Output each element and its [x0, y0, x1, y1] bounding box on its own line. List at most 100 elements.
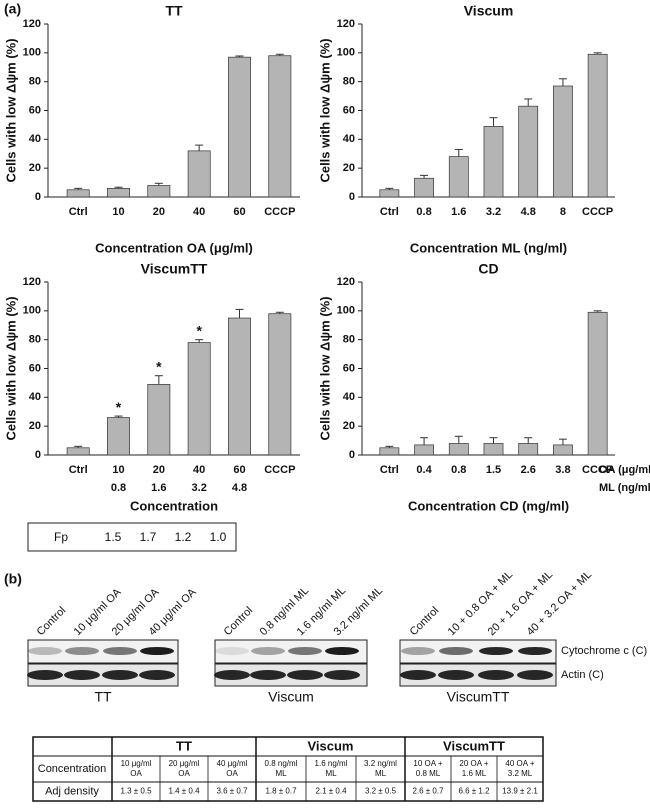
y-tick-label: 60	[29, 104, 41, 116]
error-bar	[524, 98, 533, 107]
y-tick-label: 100	[337, 305, 355, 317]
error-bar	[524, 437, 533, 444]
blot-band	[438, 670, 474, 680]
y-axis-label: Cells with low Δψm (%)	[317, 38, 332, 182]
blot-band	[102, 670, 138, 680]
y-tick-label: 20	[29, 162, 41, 174]
blot-band	[287, 670, 323, 680]
blot-band	[103, 647, 137, 655]
x-tick-label: CCCP	[582, 464, 613, 476]
error-bar	[154, 375, 163, 385]
table-cell: 13.9 ± 2.1	[502, 787, 538, 796]
bar	[66, 189, 90, 198]
panel-label: (b)	[4, 571, 22, 587]
panel-label: (a)	[4, 1, 21, 17]
x-tick-label: 60	[233, 464, 245, 476]
error-bar	[74, 187, 83, 190]
error-bar	[235, 55, 244, 58]
y-tick-label: 120	[337, 18, 355, 30]
bar	[228, 56, 251, 198]
error-bar	[489, 117, 498, 127]
blot-band	[478, 670, 514, 680]
bar	[66, 447, 90, 456]
chart-title: Viscum	[464, 3, 514, 19]
error-bar	[195, 339, 204, 343]
bar	[483, 443, 504, 456]
blot-band	[401, 647, 435, 655]
x-tick-label: CCCP	[264, 464, 295, 476]
bar	[107, 188, 130, 198]
y-tick-label: 0	[349, 191, 355, 203]
bar	[518, 443, 539, 456]
x-tick-label: 4.8	[521, 206, 536, 218]
y-tick-label: 0	[35, 191, 41, 203]
error-bar	[489, 437, 498, 444]
bar	[107, 417, 130, 456]
y-tick-label: 80	[29, 334, 41, 346]
blot-title: ViscumTT	[447, 689, 510, 705]
blot-strip	[27, 639, 179, 664]
bar	[187, 342, 211, 456]
table-cell: 3.2 ± 0.5	[365, 787, 397, 796]
table-header: ViscumTT	[443, 738, 505, 753]
table-cell: 10 OA +	[413, 759, 442, 768]
table-cell: 1.6 ML	[462, 769, 487, 778]
table-cell: 20 μg/ml	[169, 759, 200, 768]
table-header: Viscum	[307, 738, 353, 753]
x-tick-label: CCCP	[264, 206, 295, 218]
x-tick-label: 4.8	[232, 482, 247, 494]
y-tick-label: 100	[337, 47, 355, 59]
y-tick-label: 40	[343, 133, 355, 145]
y-tick-label: 60	[343, 362, 355, 374]
bar	[483, 126, 504, 198]
x-tick-label: Ctrl	[69, 206, 88, 218]
error-bar	[385, 445, 394, 448]
row-label: ML (ng/ml)	[599, 482, 650, 494]
x-axis-label: Concentration ML (ng/ml)	[410, 240, 567, 255]
x-tick-label: 0.8	[451, 464, 466, 476]
table-cell: 0.8 ML	[416, 769, 441, 778]
x-axis-label: Concentration	[130, 498, 218, 513]
significance-mark: *	[156, 358, 162, 374]
x-tick-label: 3.2	[486, 206, 501, 218]
blot-strip	[399, 639, 557, 664]
y-tick-label: 40	[29, 391, 41, 403]
fp-value: 1.7	[140, 530, 157, 544]
table-cell: 2.1 ± 0.4	[315, 787, 347, 796]
lane-label: 10 + 0.8 OA + ML	[446, 569, 515, 638]
table-cell: ML	[325, 769, 337, 778]
x-tick-label: CCCP	[582, 206, 613, 218]
table-cell: OA	[226, 769, 238, 778]
x-axis-label: Concentration CD (mg/ml)	[408, 498, 569, 513]
x-tick-label: 20	[153, 464, 165, 476]
blot-band	[215, 647, 249, 655]
x-tick-label: 0.8	[111, 482, 126, 494]
x-tick-label: Ctrl	[380, 206, 399, 218]
blot-band	[479, 647, 513, 655]
x-tick-label: 40	[193, 206, 205, 218]
table-cell: 1.3 ± 0.5	[120, 787, 152, 796]
blot-band	[400, 670, 436, 680]
y-tick-label: 40	[29, 133, 41, 145]
blot-band	[65, 647, 99, 655]
lane-label: Control	[222, 605, 256, 639]
error-bar	[593, 52, 602, 55]
significance-mark: *	[116, 399, 122, 415]
error-bar	[558, 78, 567, 86]
blot-band	[214, 670, 250, 680]
y-tick-label: 0	[35, 449, 41, 461]
blot-band	[250, 670, 286, 680]
table-cell: 6.6 ± 1.2	[458, 787, 490, 796]
row-label: OA (μg/ml)	[599, 464, 650, 476]
table-cell: 3.2 ng/ml	[364, 759, 397, 768]
blot-band	[28, 647, 62, 655]
y-tick-label: 80	[29, 76, 41, 88]
bar	[553, 444, 573, 456]
error-bar	[558, 438, 567, 445]
bar	[448, 156, 469, 198]
error-bar	[74, 445, 83, 448]
x-tick-label: 0.8	[416, 206, 431, 218]
chart-title: ViscumTT	[141, 261, 208, 277]
bar	[414, 444, 434, 456]
error-bar	[275, 53, 284, 56]
